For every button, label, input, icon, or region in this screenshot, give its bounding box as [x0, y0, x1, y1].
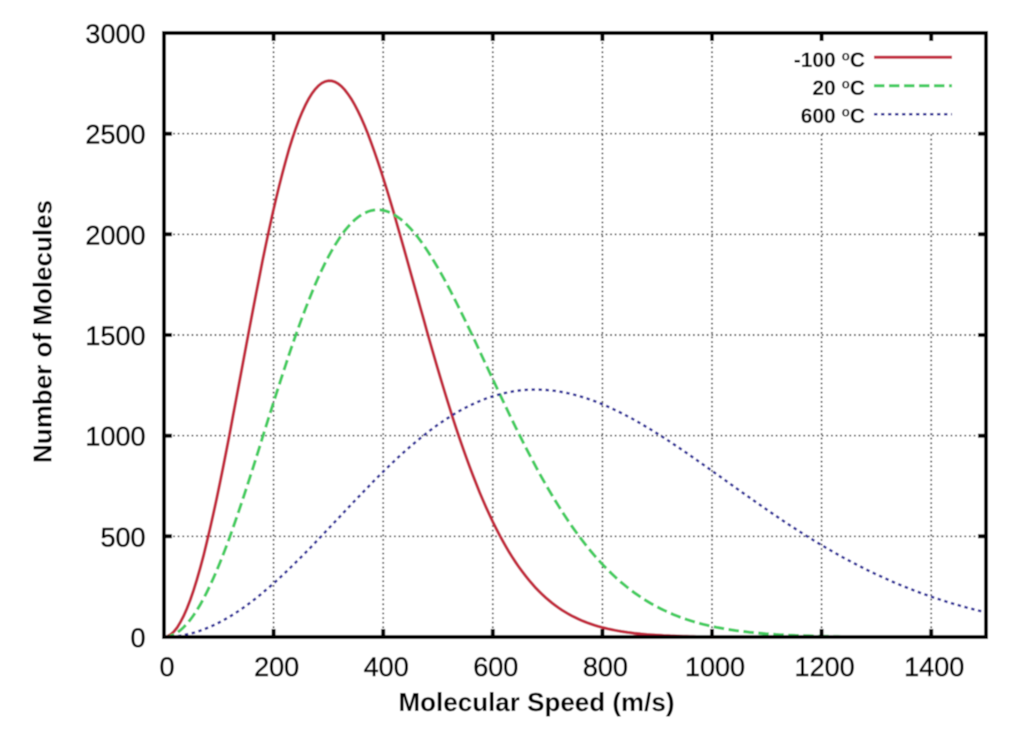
- svg-text:3000: 3000: [85, 19, 145, 49]
- svg-text:400: 400: [364, 652, 409, 682]
- svg-text:20 oC: 20 oC: [812, 77, 865, 101]
- svg-text:Molecular Speed (m/s): Molecular Speed (m/s): [399, 687, 675, 717]
- svg-text:600 oC: 600 oC: [801, 105, 865, 129]
- svg-text:200: 200: [254, 652, 299, 682]
- svg-text:1500: 1500: [85, 321, 145, 351]
- svg-text:2000: 2000: [85, 220, 145, 250]
- svg-text:0: 0: [130, 623, 145, 653]
- svg-text:0: 0: [159, 652, 174, 682]
- svg-text:Number of Molecules: Number of Molecules: [28, 200, 58, 463]
- svg-text:500: 500: [100, 522, 145, 552]
- svg-text:1000: 1000: [85, 422, 145, 452]
- svg-text:600: 600: [473, 652, 518, 682]
- svg-text:-100 oC: -100 oC: [794, 49, 865, 73]
- svg-text:1000: 1000: [685, 652, 745, 682]
- svg-text:800: 800: [583, 652, 628, 682]
- svg-text:1400: 1400: [904, 652, 964, 682]
- svg-text:1200: 1200: [795, 652, 855, 682]
- svg-text:2500: 2500: [85, 120, 145, 150]
